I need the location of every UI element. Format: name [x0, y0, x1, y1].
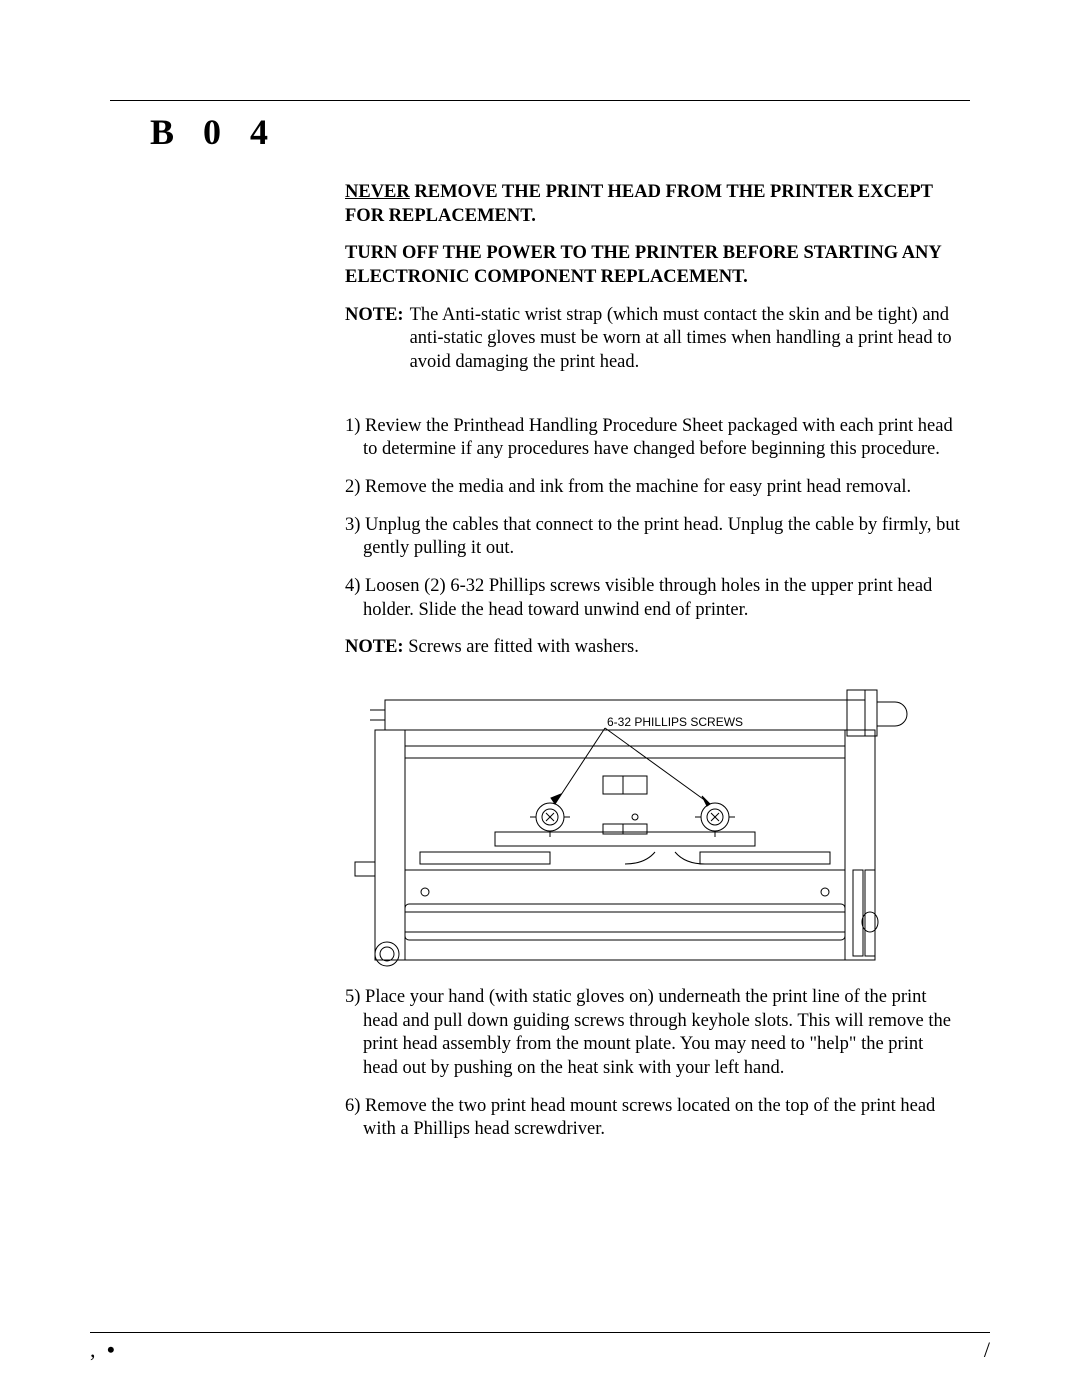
- step-5: 5) Place your hand (with static gloves o…: [345, 986, 960, 1081]
- body-content: NEVER REMOVE THE PRINT HEAD FROM THE PRI…: [345, 181, 960, 1142]
- step-3: 3) Unplug the cables that connect to the…: [345, 514, 960, 561]
- footer-dot: •: [101, 1337, 121, 1362]
- footer-rule: [90, 1332, 990, 1333]
- section-header: B 0 4: [150, 111, 970, 153]
- top-rule: [110, 100, 970, 101]
- note-label: NOTE:: [345, 304, 410, 375]
- note-washers-body: Screws are fitted with washers.: [404, 637, 639, 657]
- note-washers-label: NOTE:: [345, 637, 404, 657]
- step-1: 1) Review the Printhead Handling Procedu…: [345, 415, 960, 462]
- warning-never-rest: REMOVE THE PRINT HEAD FROM THE PRINTER E…: [345, 182, 933, 226]
- diagram-callout-label: 6-32 PHILLIPS SCREWS: [607, 715, 743, 729]
- warning-never-word: NEVER: [345, 182, 410, 202]
- warning-never: NEVER REMOVE THE PRINT HEAD FROM THE PRI…: [345, 181, 960, 228]
- footer-left: , •: [90, 1337, 121, 1363]
- note-antistatic: NOTE: The Anti-static wrist strap (which…: [345, 304, 960, 375]
- step-2: 2) Remove the media and ink from the mac…: [345, 476, 960, 500]
- footer-comma: ,: [90, 1337, 96, 1362]
- footer-right: /: [984, 1337, 990, 1363]
- footer: , • /: [90, 1337, 990, 1363]
- warning-poweroff: TURN OFF THE POWER TO THE PRINTER BEFORE…: [345, 242, 960, 289]
- note-body: The Anti-static wrist strap (which must …: [410, 304, 960, 375]
- step-4: 4) Loosen (2) 6-32 Phillips screws visib…: [345, 575, 960, 622]
- step-6: 6) Remove the two print head mount screw…: [345, 1095, 960, 1142]
- printhead-diagram: 6-32 PHILLIPS SCREWS: [345, 682, 910, 972]
- note-washers: NOTE: Screws are fitted with washers.: [345, 636, 960, 660]
